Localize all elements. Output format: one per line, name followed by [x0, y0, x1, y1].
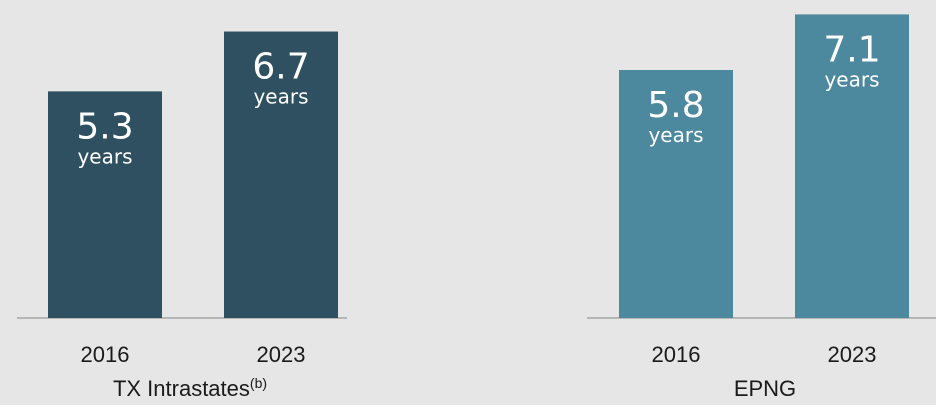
bar-value-label: 6.7 — [252, 47, 309, 88]
x-tick-label: 2023 — [257, 342, 306, 367]
bar-unit-label: years — [77, 144, 132, 168]
bar-value-label: 5.8 — [647, 85, 704, 126]
bar — [619, 70, 733, 318]
x-tick-label: 2016 — [81, 342, 130, 367]
chart-title-superscript: (b) — [250, 375, 267, 391]
bar-value-label: 5.3 — [76, 106, 133, 147]
bar-value-label: 7.1 — [823, 29, 880, 70]
bar-unit-label: years — [648, 123, 703, 147]
chart-title: TX Intrastates(b) — [113, 375, 267, 401]
chart-title-text: EPNG — [734, 376, 796, 401]
bar-unit-label: years — [824, 67, 879, 91]
chart-title-text: TX Intrastates — [113, 376, 250, 401]
bar — [48, 91, 162, 319]
x-tick-label: 2023 — [828, 342, 877, 367]
x-tick-label: 2016 — [652, 342, 701, 367]
bar — [224, 31, 338, 318]
chart-title: EPNG — [734, 376, 796, 401]
bar — [795, 14, 909, 319]
bar-unit-label: years — [253, 85, 308, 109]
